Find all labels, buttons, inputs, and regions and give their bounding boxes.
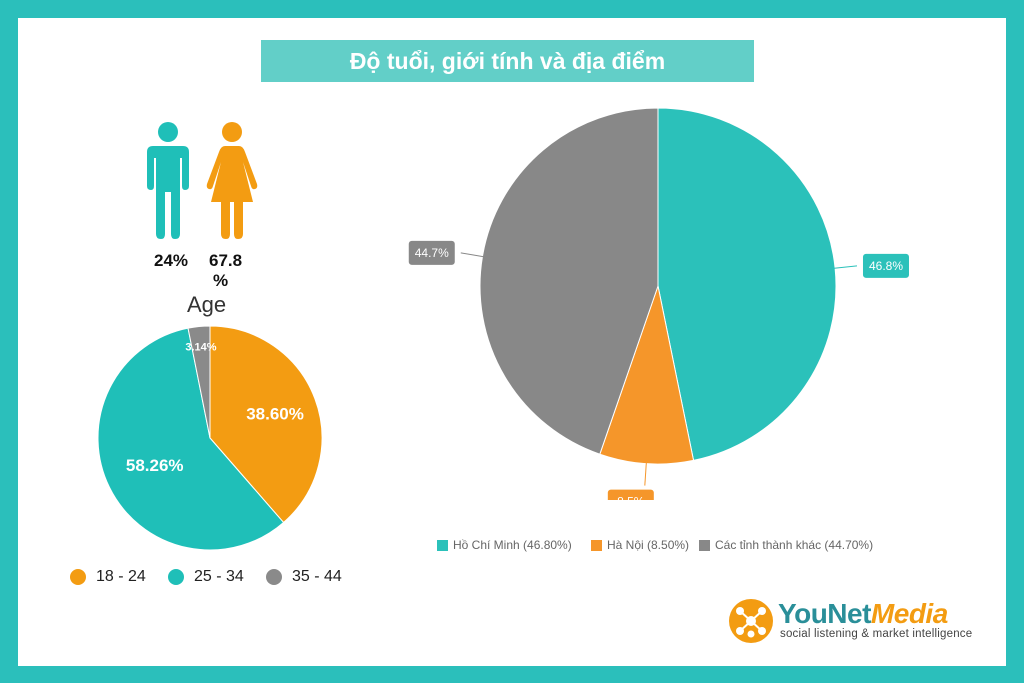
legend-item-18-24: 18 - 24 (70, 568, 146, 586)
younet-logo-icon (729, 599, 773, 643)
label-box-slice-other (408, 240, 455, 265)
leader-line-slice-hcm (833, 265, 858, 269)
data-label-slice-35-44: 3.14% (185, 341, 216, 353)
legend-label: Hà Nội (8.50%) (607, 538, 690, 552)
slice-25-34 (97, 327, 285, 551)
legend-swatch-other (699, 539, 710, 551)
legend-item-hcm: Hồ Chí Minh (46.80%) (437, 538, 572, 552)
legend-label: 25 - 34 (194, 568, 244, 585)
logo-tagline: social listening & market intelligence (780, 628, 973, 640)
slice-hcm (657, 107, 837, 462)
leader-line-slice-other (460, 252, 485, 258)
male-icon (147, 122, 189, 239)
female-percent-sign: % (213, 271, 229, 290)
legend-item-25-34: 25 - 34 (168, 568, 244, 586)
label-box-slice-hcm (862, 253, 909, 278)
data-label-slice-other: 44.7% (415, 246, 449, 260)
legend-dot-18-24 (70, 569, 86, 585)
data-label-slice-hcm: 46.8% (869, 259, 903, 273)
legend-dot-25-34 (168, 569, 184, 585)
legend-swatch-hcm (437, 539, 448, 551)
page-title: Độ tuổi, giới tính và địa điểm (261, 40, 754, 82)
age-chart-title: Age (187, 292, 227, 317)
logo-wordmark: YouNetMedia (778, 598, 948, 630)
slice-18-24 (209, 325, 323, 524)
female-percent: 67.8 (209, 251, 243, 270)
logo-name-a: YouNet (778, 598, 871, 629)
legend-item-hanoi: Hà Nội (8.50%) (591, 538, 689, 552)
age-pie-chart: 38.60% 58.26% 3.14% (97, 325, 323, 551)
data-label-slice-25-34: 58.26% (126, 456, 184, 475)
legend-item-other: Các tỉnh thành khác (44.70%) (699, 538, 873, 552)
legend-label: Các tỉnh thành khác (44.70%) (715, 538, 874, 552)
data-label-slice-18-24: 38.60% (246, 404, 304, 423)
slice-35-44 (187, 325, 211, 439)
data-label-slice-hanoi: 8.5% (617, 495, 645, 500)
legend-label: Hồ Chí Minh (46.80%) (453, 538, 572, 552)
logo-name-b: Media (870, 598, 948, 629)
location-pie-chart: 46.8% 8.5% 44.7% (408, 107, 909, 500)
legend-label: 18 - 24 (96, 568, 146, 585)
leader-line-slice-hanoi (644, 461, 647, 486)
male-percent: 24% (154, 251, 189, 270)
label-box-slice-hanoi (607, 489, 654, 500)
legend-dot-35-44 (266, 569, 282, 585)
legend-swatch-hanoi (591, 539, 602, 551)
legend-item-35-44: 35 - 44 (266, 568, 342, 586)
legend-label: 35 - 44 (292, 568, 342, 585)
female-icon (206, 122, 258, 239)
